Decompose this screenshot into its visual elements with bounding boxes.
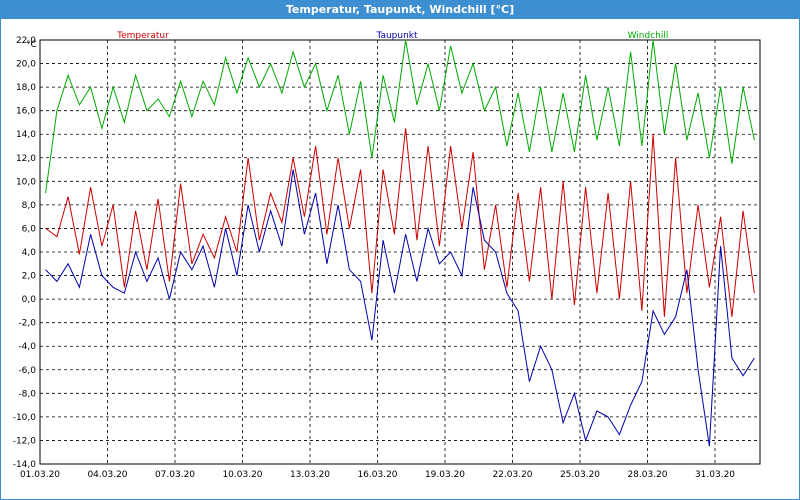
- y-tick-label: -12,0: [13, 436, 37, 446]
- y-tick-label: 8,0: [22, 201, 37, 211]
- series-line-taupunkt: [45, 169, 755, 447]
- y-tick-label: -8,0: [18, 389, 36, 399]
- y-tick-label: 16,0: [16, 107, 36, 117]
- y-tick-label: 0,0: [22, 295, 37, 305]
- x-tick-label: 07.03.20: [155, 470, 195, 480]
- y-tick-label: 20,0: [16, 60, 36, 70]
- x-tick-label: 16.03.20: [357, 470, 397, 480]
- y-tick-label: 4,0: [22, 248, 37, 258]
- legend: Temperatur Taupunkt Windchill: [116, 31, 668, 41]
- y-tick-label: -4,0: [18, 342, 36, 352]
- window-title: Temperatur, Taupunkt, Windchill [°C]: [1, 1, 799, 19]
- y-tick-label: -2,0: [18, 319, 36, 329]
- y-axis-unit: °C: [26, 40, 37, 50]
- y-tick-label: 22,0: [16, 36, 36, 46]
- y-tick-label: -14,0: [13, 460, 37, 470]
- line-chart: 22,0 20,0 18,0 16,0 14,0 12,0 10,0 8,0 6,0 4,0 2,0…: [13, 31, 761, 480]
- y-tick-label: 6,0: [22, 224, 37, 234]
- x-tick-label: 31.03.20: [695, 470, 735, 480]
- series-line-windchill: [45, 39, 755, 194]
- legend-taupunkt: Taupunkt: [375, 31, 418, 41]
- x-tick-label: 22.03.20: [492, 470, 532, 480]
- y-tick-label: 12,0: [16, 154, 36, 164]
- y-tick-label: 18,0: [16, 83, 36, 93]
- y-tick-label: 14,0: [16, 130, 36, 140]
- x-tick-label: 28.03.20: [627, 470, 667, 480]
- x-tick-label: 04.03.20: [87, 470, 127, 480]
- x-tick-label: 10.03.20: [222, 470, 262, 480]
- y-tick-label: 10,0: [16, 177, 36, 187]
- x-tick-label: 13.03.20: [290, 470, 330, 480]
- legend-temperatur: Temperatur: [116, 31, 169, 41]
- x-tick-label: 25.03.20: [560, 470, 600, 480]
- y-axis: 22,0 20,0 18,0 16,0 14,0 12,0 10,0 8,0 6,0 4,0 2,0…: [13, 36, 37, 470]
- x-axis: 01.03.20 04.03.20 07.03.20 10.03.20 13.03.20…: [20, 470, 735, 480]
- legend-windchill: Windchill: [628, 31, 669, 41]
- x-tick-label: 01.03.20: [20, 470, 60, 480]
- y-tick-label: -10,0: [13, 413, 37, 423]
- y-tick-label: 2,0: [22, 272, 37, 282]
- series-lines: [45, 39, 755, 447]
- series-line-temperatur: [45, 128, 755, 317]
- y-tick-label: -6,0: [18, 366, 36, 376]
- x-tick-label: 19.03.20: [425, 470, 465, 480]
